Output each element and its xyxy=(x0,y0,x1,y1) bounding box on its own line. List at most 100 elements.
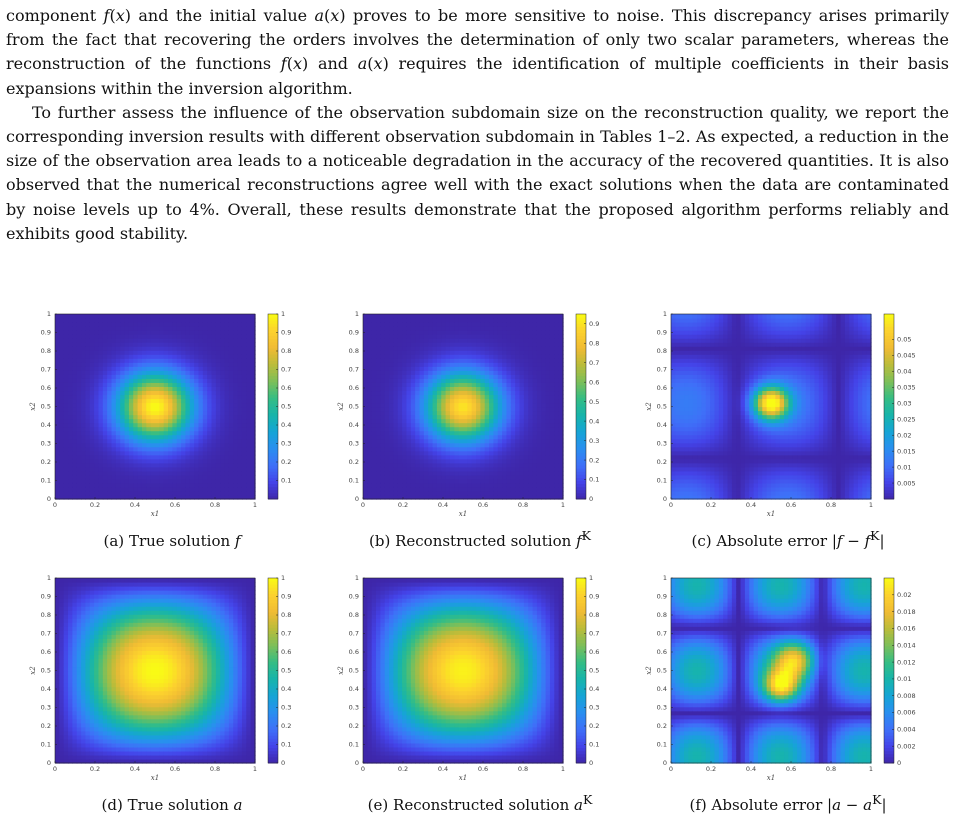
x-tick-label: 0 xyxy=(669,501,673,509)
colorbar-tick-label: 0.045 xyxy=(897,352,916,360)
heatmap-plot-d: 0 0.2 0.4 0.6 0.8 100.10.20.30.40.50.60.70.80… xyxy=(29,574,291,782)
y-axis-label: x2 xyxy=(337,402,345,411)
colorbar-tick-label: 0.016 xyxy=(897,625,916,633)
x-tick-label: 0 xyxy=(669,765,673,773)
colorbar-tick-label: 0.01 xyxy=(897,675,911,683)
x-tick-label: 0.8 xyxy=(210,765,220,773)
colorbar: 0 0.1 0.2 0.3 0.4 0.5 0.6 0.7 0.8 0.9 1 xyxy=(267,574,291,767)
y-tick-label: 1 xyxy=(47,574,51,582)
panel-f: 0 0.2 0.4 0.6 0.8 1 0 0.1 0.2 0.3 0.4 0.5 0.6 0.7 0.8 0… xyxy=(638,570,938,814)
x-tick-label: 0.2 xyxy=(90,501,100,509)
colorbar-tick-label: 0.8 xyxy=(589,339,599,347)
colorbar-tick-label: 0.025 xyxy=(897,415,916,423)
x-tick-label: 0.2 xyxy=(398,501,408,509)
panel-d: 0 0.2 0.4 0.6 0.8 1 0 0.1 0.2 0.3 0.4 0.5 0.6 0.7 0.8 0… xyxy=(22,570,322,814)
y-tick-label: 0.3 xyxy=(657,440,667,448)
y-tick-label: 0.8 xyxy=(657,611,667,619)
paragraph-1: component f(x) and the initial value a(x… xyxy=(6,6,950,98)
colorbar-tick-label: 0.1 xyxy=(281,477,291,485)
heatmap-plot-a: 0 0.2 0.4 0.6 0.8 100.10.20.30.40.50.60.70.80… xyxy=(29,310,291,518)
heatmap-plot-b: 0 0.2 0.4 0.6 0.8 100.10.20.30.40.50.60.70.80… xyxy=(337,310,599,518)
colorbar-tick-label: 0.9 xyxy=(589,593,599,601)
y-tick-label: 0.2 xyxy=(349,458,359,466)
colorbar-tick-label: 0.7 xyxy=(281,630,291,638)
y-tick-label: 0 xyxy=(47,759,51,767)
y-tick-label: 0.1 xyxy=(349,741,359,749)
colorbar-tick-label: 0 xyxy=(589,759,593,767)
x-tick-label: 0.4 xyxy=(746,765,756,773)
y-tick-label: 0.7 xyxy=(657,366,667,374)
caption-d: (d) True solution a xyxy=(101,796,243,814)
x-tick-label: 0.2 xyxy=(398,765,408,773)
y-tick-label: 0.4 xyxy=(349,421,359,429)
x-tick-label: 0.2 xyxy=(90,765,100,773)
colorbar-tick-label: 0.018 xyxy=(897,608,916,616)
y-tick-label: 0.2 xyxy=(349,722,359,730)
y-tick-label: 0.6 xyxy=(657,648,667,656)
colorbar-tick-label: 0.002 xyxy=(897,742,916,750)
x-tick-label: 0.4 xyxy=(438,765,448,773)
y-tick-label: 0.5 xyxy=(657,403,667,411)
colorbar-tick-label: 0 xyxy=(589,495,593,503)
colorbar-tick-label: 0.035 xyxy=(897,384,916,392)
y-tick-label: 1 xyxy=(663,310,667,318)
panel-e: 0 0.2 0.4 0.6 0.8 1 0 0.1 0.2 0.3 0.4 0.5 0.6 0.7 0.8 0… xyxy=(330,570,630,814)
x-tick-label: 1 xyxy=(561,501,565,509)
y-tick-label: 0.7 xyxy=(349,630,359,638)
colorbar-tick-label: 0.8 xyxy=(589,611,599,619)
colorbar-tick-label: 0.2 xyxy=(589,456,599,464)
y-tick-label: 0.8 xyxy=(657,347,667,355)
colorbar-tick-label: 0.5 xyxy=(589,398,599,406)
y-tick-label: 0.9 xyxy=(657,593,667,601)
colorbar-tick-label: 0.7 xyxy=(589,359,599,367)
colorbar-tick-label: 0.015 xyxy=(897,447,916,455)
y-tick-label: 0.4 xyxy=(349,685,359,693)
x-axis-label: x1 xyxy=(459,774,467,782)
colorbar: 0.005 0.01 0.015 0.02 0.025 0.03 0.035 0.04 0.04… xyxy=(883,313,916,500)
x-tick-label: 0.6 xyxy=(786,501,796,509)
colorbar-tick-label: 0.9 xyxy=(281,329,291,337)
body-text: component f(x) and the initial value a(x… xyxy=(6,4,949,246)
y-tick-label: 0.1 xyxy=(657,477,667,485)
y-tick-label: 0.2 xyxy=(41,458,51,466)
y-tick-label: 0.5 xyxy=(657,667,667,675)
y-tick-label: 0.9 xyxy=(349,593,359,601)
colorbar-tick-label: 0.9 xyxy=(589,320,599,328)
y-tick-label: 0.3 xyxy=(41,440,51,448)
colorbar-tick-label: 0.2 xyxy=(281,722,291,730)
y-tick-label: 0.7 xyxy=(41,630,51,638)
colorbar-tick-label: 0.5 xyxy=(589,667,599,675)
x-tick-label: 0.4 xyxy=(438,501,448,509)
caption-b: (b) Reconstructed solution fK xyxy=(369,528,591,550)
colorbar-tick-label: 0 xyxy=(897,759,901,767)
colorbar-tick-label: 0.005 xyxy=(897,479,916,487)
colorbar-tick-label: 0.4 xyxy=(281,685,291,693)
colorbar-tick-label: 0.3 xyxy=(589,437,599,445)
y-tick-label: 0.6 xyxy=(41,384,51,392)
x-tick-label: 1 xyxy=(253,501,257,509)
heatmap-cells xyxy=(55,314,256,500)
x-tick-label: 0.6 xyxy=(478,765,488,773)
colorbar-tick-label: 0.7 xyxy=(281,366,291,374)
y-tick-label: 0.8 xyxy=(41,611,51,619)
y-tick-label: 1 xyxy=(663,574,667,582)
y-tick-label: 0.8 xyxy=(41,347,51,355)
colorbar-tick-label: 0.3 xyxy=(281,440,291,448)
figure-grid: 0 0.2 0.4 0.6 0.8 1 0 0.1 0.2 0.3 0.4 0.5 0.6 0.7 0.8 0… xyxy=(0,302,955,828)
x-tick-label: 0.2 xyxy=(706,501,716,509)
paragraph-2: To further assess the influence of the o… xyxy=(6,102,949,243)
y-tick-label: 0.7 xyxy=(41,366,51,374)
colorbar-tick-label: 0.014 xyxy=(897,641,916,649)
colorbar-tick-label: 1 xyxy=(589,574,593,582)
x-tick-label: 0.8 xyxy=(518,501,528,509)
panel-c: 0 0.2 0.4 0.6 0.8 1 0 0.1 0.2 0.3 0.4 0.5 0.6 0.7 0.8 0… xyxy=(638,306,938,550)
colorbar-tick-label: 0.012 xyxy=(897,658,916,666)
y-tick-label: 0.4 xyxy=(41,685,51,693)
colorbar-tick-label: 1 xyxy=(281,310,285,318)
x-axis-label: x1 xyxy=(767,510,775,518)
colorbar-tick-label: 0.3 xyxy=(281,704,291,712)
x-tick-label: 1 xyxy=(869,501,873,509)
x-tick-label: 1 xyxy=(869,765,873,773)
colorbar-tick-label: 1 xyxy=(281,574,285,582)
x-tick-label: 1 xyxy=(561,765,565,773)
